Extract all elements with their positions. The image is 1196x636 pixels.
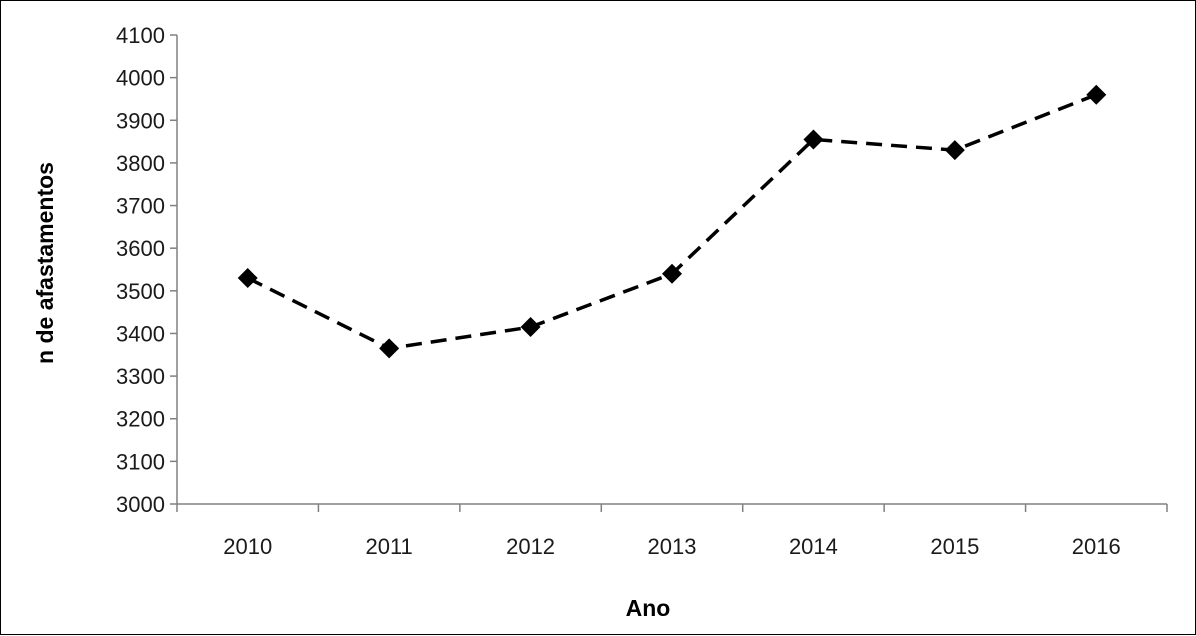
diamond-marker: [379, 338, 400, 359]
diamond-marker: [1086, 84, 1107, 105]
x-tick-label: 2010: [223, 534, 272, 559]
diamond-marker: [520, 317, 541, 338]
diamond-marker: [662, 263, 682, 284]
x-tick-label: 2015: [930, 534, 979, 559]
y-axis: 3000 3100 3200 3300 3400 3500 3600 3700 3800 3900…: [116, 23, 178, 517]
y-tick-label: 3700: [116, 194, 165, 219]
y-tick-label: 3000: [116, 492, 165, 517]
y-tick-label: 3900: [116, 108, 165, 133]
y-tick-label: 3100: [116, 449, 165, 474]
y-tick-label: 3800: [116, 151, 165, 176]
y-tick-label: 3400: [116, 321, 165, 346]
series-layer: [237, 84, 1107, 359]
y-tick-label: 4100: [116, 23, 165, 48]
x-tick-label: 2011: [365, 534, 412, 559]
series-line: [246, 93, 1097, 351]
y-axis-title: n de afastamentos: [32, 162, 58, 364]
y-tick-label: 3300: [116, 364, 165, 389]
y-tick-label: 4000: [116, 66, 165, 91]
y-tick-label: 3500: [116, 279, 165, 304]
x-tick-label: 2012: [506, 534, 555, 559]
y-tick-label: 3600: [116, 236, 165, 261]
diamond-marker: [944, 140, 965, 161]
x-axis: 2010 2011 2012 2013 2014 2015 2016: [176, 503, 1168, 559]
x-tick-label: 2014: [789, 534, 838, 559]
x-tick-label: 2013: [648, 534, 697, 559]
diamond-marker: [803, 129, 824, 150]
y-tick-label: 3200: [116, 407, 165, 432]
x-axis-title: Ano: [626, 595, 671, 621]
diamond-marker: [237, 268, 258, 289]
x-tick-label: 2016: [1072, 534, 1121, 559]
